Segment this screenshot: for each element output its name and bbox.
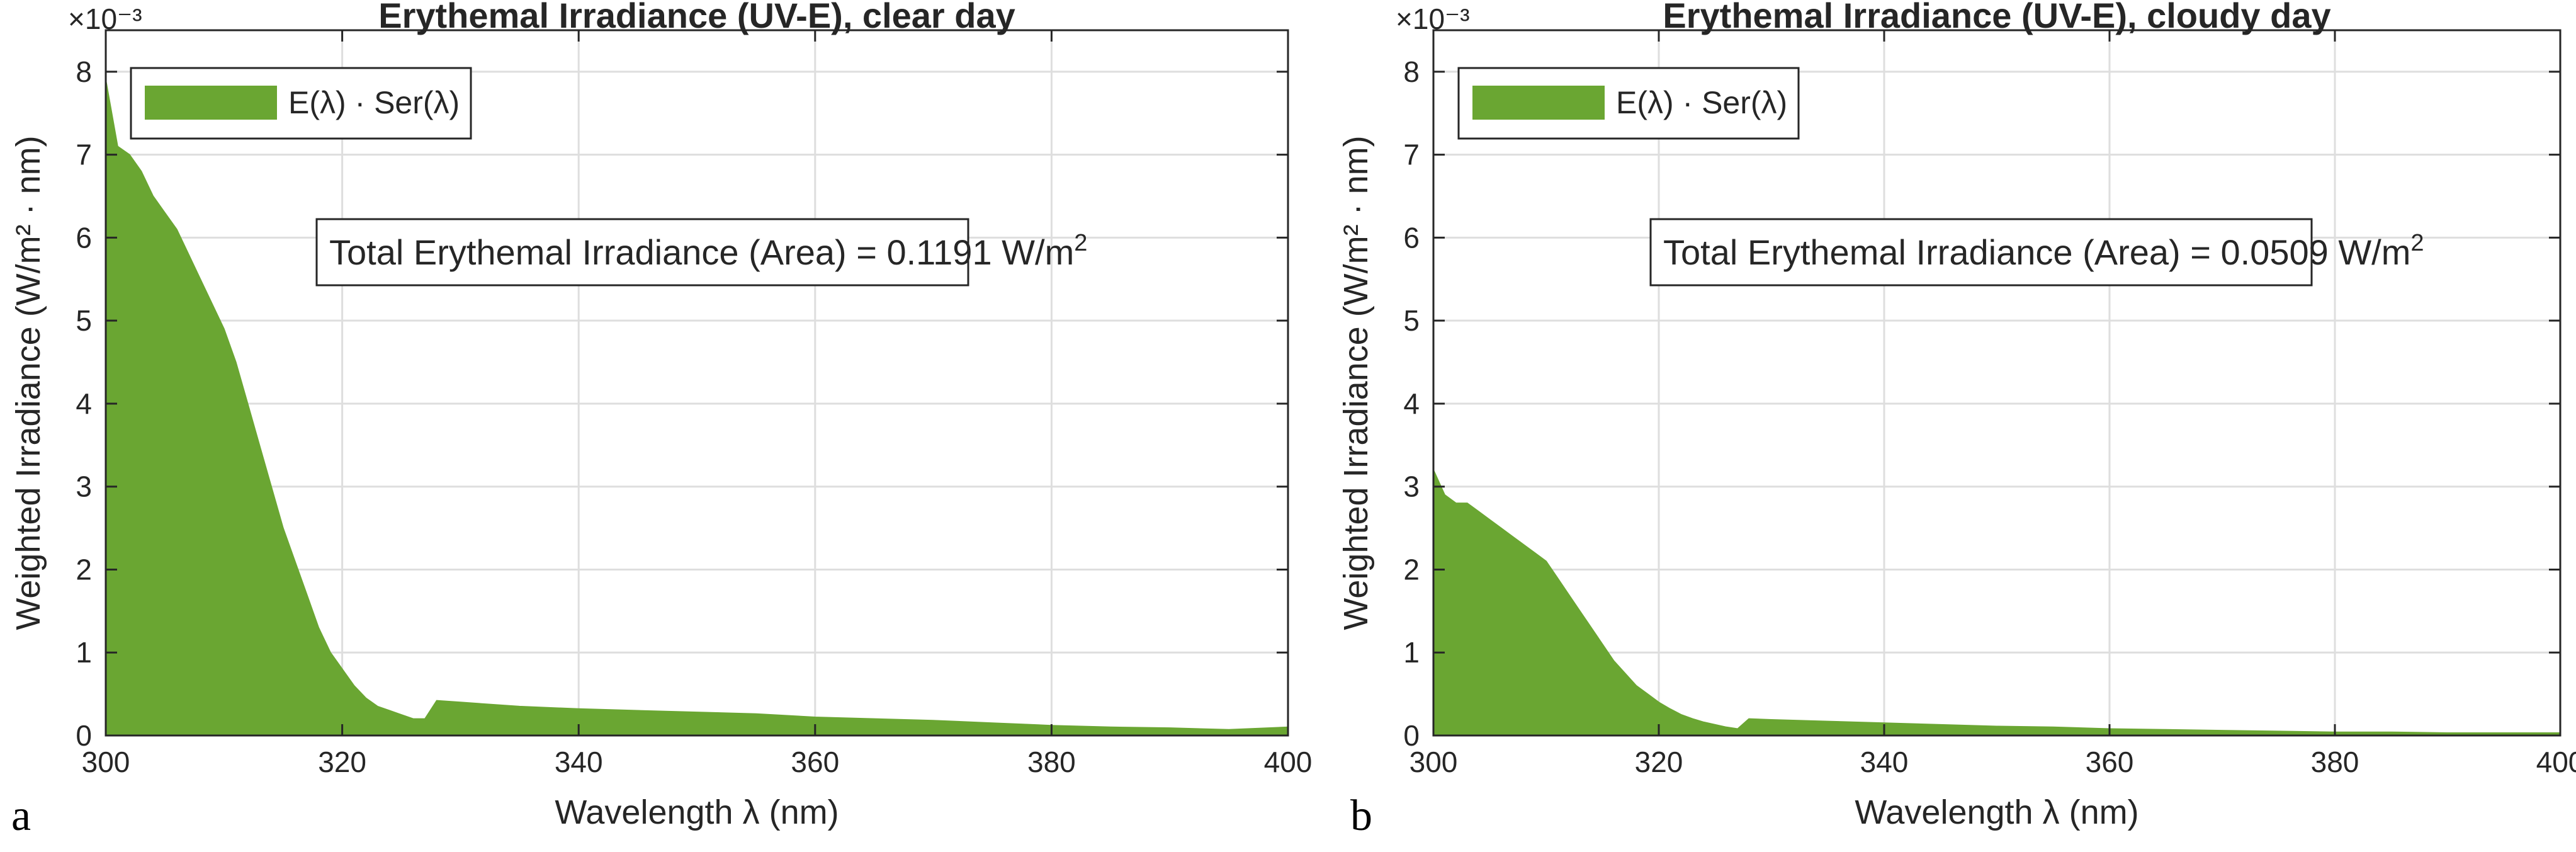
y-tick-label: 5 (1403, 304, 1420, 337)
y-exponent-label: ×10⁻³ (1396, 3, 1470, 35)
y-tick-label: 3 (1403, 470, 1420, 503)
y-tick-label: 2 (1403, 553, 1420, 586)
x-tick-label: 320 (318, 746, 366, 778)
x-tick-label: 340 (1860, 746, 1909, 778)
plot-area (1433, 30, 2560, 736)
y-tick-label: 2 (76, 553, 92, 586)
x-tick-label: 320 (1635, 746, 1683, 778)
annotation-box (1649, 218, 2313, 287)
x-tick-label: 400 (2536, 746, 2576, 778)
area-series (1433, 469, 2561, 736)
legend-swatch (145, 86, 277, 120)
panel-letter: b (1350, 792, 1372, 840)
y-exponent-label: ×10⁻³ (68, 3, 142, 35)
x-tick-label: 380 (1027, 746, 1076, 778)
axes-box (105, 29, 1289, 737)
y-tick-label: 5 (76, 304, 92, 337)
x-tick-label: 400 (1264, 746, 1313, 778)
chart-panel-b: 300 320 340 360 380 400 0 1 2 3 4 5 6 7 8 ×10⁻³ Erythema… (1337, 0, 2576, 840)
x-tick-label: 300 (1409, 746, 1458, 778)
y-tick-label: 8 (76, 55, 92, 88)
axes-box (1432, 29, 2562, 737)
y-tick-label: 0 (76, 719, 92, 752)
chart-title: Erythemal Irradiance (UV-E), clear day (378, 0, 1015, 35)
x-tick-label: 300 (82, 746, 130, 778)
x-axis-label: Wavelength λ (nm) (1855, 793, 2138, 831)
annotation-text: Total Erythemal Irradiance (Area) = 0.05… (1663, 230, 2424, 272)
y-tick-label: 4 (1403, 387, 1420, 420)
x-tick-label: 360 (2086, 746, 2134, 778)
y-tick-label: 0 (1403, 719, 1420, 752)
y-axis-label: Weighted Irradiance (W/m² · nm) (9, 135, 47, 630)
y-tick-label: 6 (76, 221, 92, 254)
y-tick-label: 1 (1403, 636, 1420, 669)
x-tick-label: 380 (2311, 746, 2359, 778)
area-series (105, 79, 1289, 736)
panel-letter: a (11, 792, 31, 840)
legend-box (1457, 67, 1800, 140)
x-axis-label: Wavelength λ (nm) (555, 793, 839, 831)
y-axis-label: Weighted Irradiance (W/m² · nm) (1337, 135, 1375, 630)
annotation-text: Total Erythemal Irradiance (Area) = 0.11… (329, 230, 1087, 272)
annotation-box (315, 218, 969, 287)
y-tick-label: 7 (1403, 139, 1420, 171)
y-tick-label: 8 (1403, 55, 1420, 88)
legend-swatch (1472, 86, 1605, 120)
y-tick-label: 1 (76, 636, 92, 669)
legend-label: E(λ) · Ser(λ) (288, 85, 460, 120)
y-tick-label: 6 (1403, 221, 1420, 254)
y-tick-label: 3 (76, 470, 92, 503)
chart-panel-a: 300 320 340 360 380 400 0 1 2 3 4 5 6 7 8 ×10⁻³ Erythema… (9, 0, 1312, 840)
chart-title: Erythemal Irradiance (UV-E), cloudy day (1663, 0, 2330, 35)
y-tick-label: 7 (76, 139, 92, 171)
x-tick-label: 360 (791, 746, 839, 778)
y-tick-label: 4 (76, 387, 92, 420)
legend-label: E(λ) · Ser(λ) (1616, 85, 1787, 120)
x-tick-label: 340 (555, 746, 603, 778)
